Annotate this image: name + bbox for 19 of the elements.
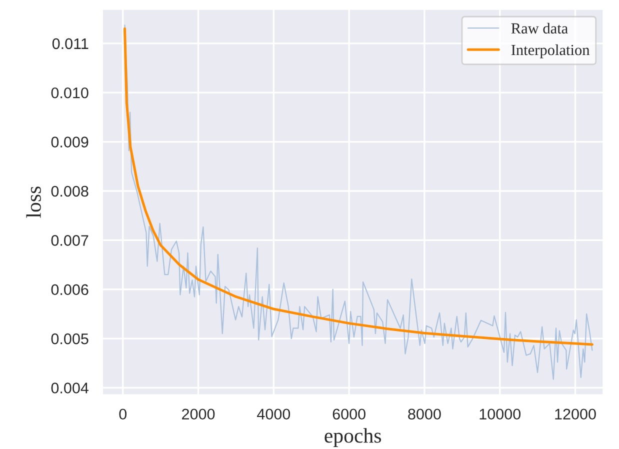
x-tick-label: 12000 <box>555 408 596 420</box>
legend-label: Raw data <box>511 22 568 34</box>
y-tick-label: 0.010 <box>51 87 88 98</box>
x-tick-label: 10000 <box>480 408 520 420</box>
x-axis-title: epochs <box>324 428 381 448</box>
y-tick-label: 0.008 <box>51 186 88 197</box>
x-tick-label: 6000 <box>332 408 366 420</box>
x-tick-label: 8000 <box>408 408 441 420</box>
y-tick-label: 0.011 <box>52 38 88 50</box>
y-tick-label: 0.004 <box>51 382 88 394</box>
x-tick-label: 2000 <box>182 408 215 420</box>
legend-label: Interpolation <box>511 44 590 58</box>
y-tick-label: 0.009 <box>51 136 88 148</box>
y-axis-title: loss <box>26 186 41 218</box>
x-tick-label: 4000 <box>257 408 290 420</box>
y-tick-label: 0.007 <box>51 235 88 246</box>
x-tick-label: 0 <box>119 408 127 420</box>
y-tick-label: 0.006 <box>51 284 88 296</box>
y-tick-label: 0.005 <box>51 333 88 344</box>
